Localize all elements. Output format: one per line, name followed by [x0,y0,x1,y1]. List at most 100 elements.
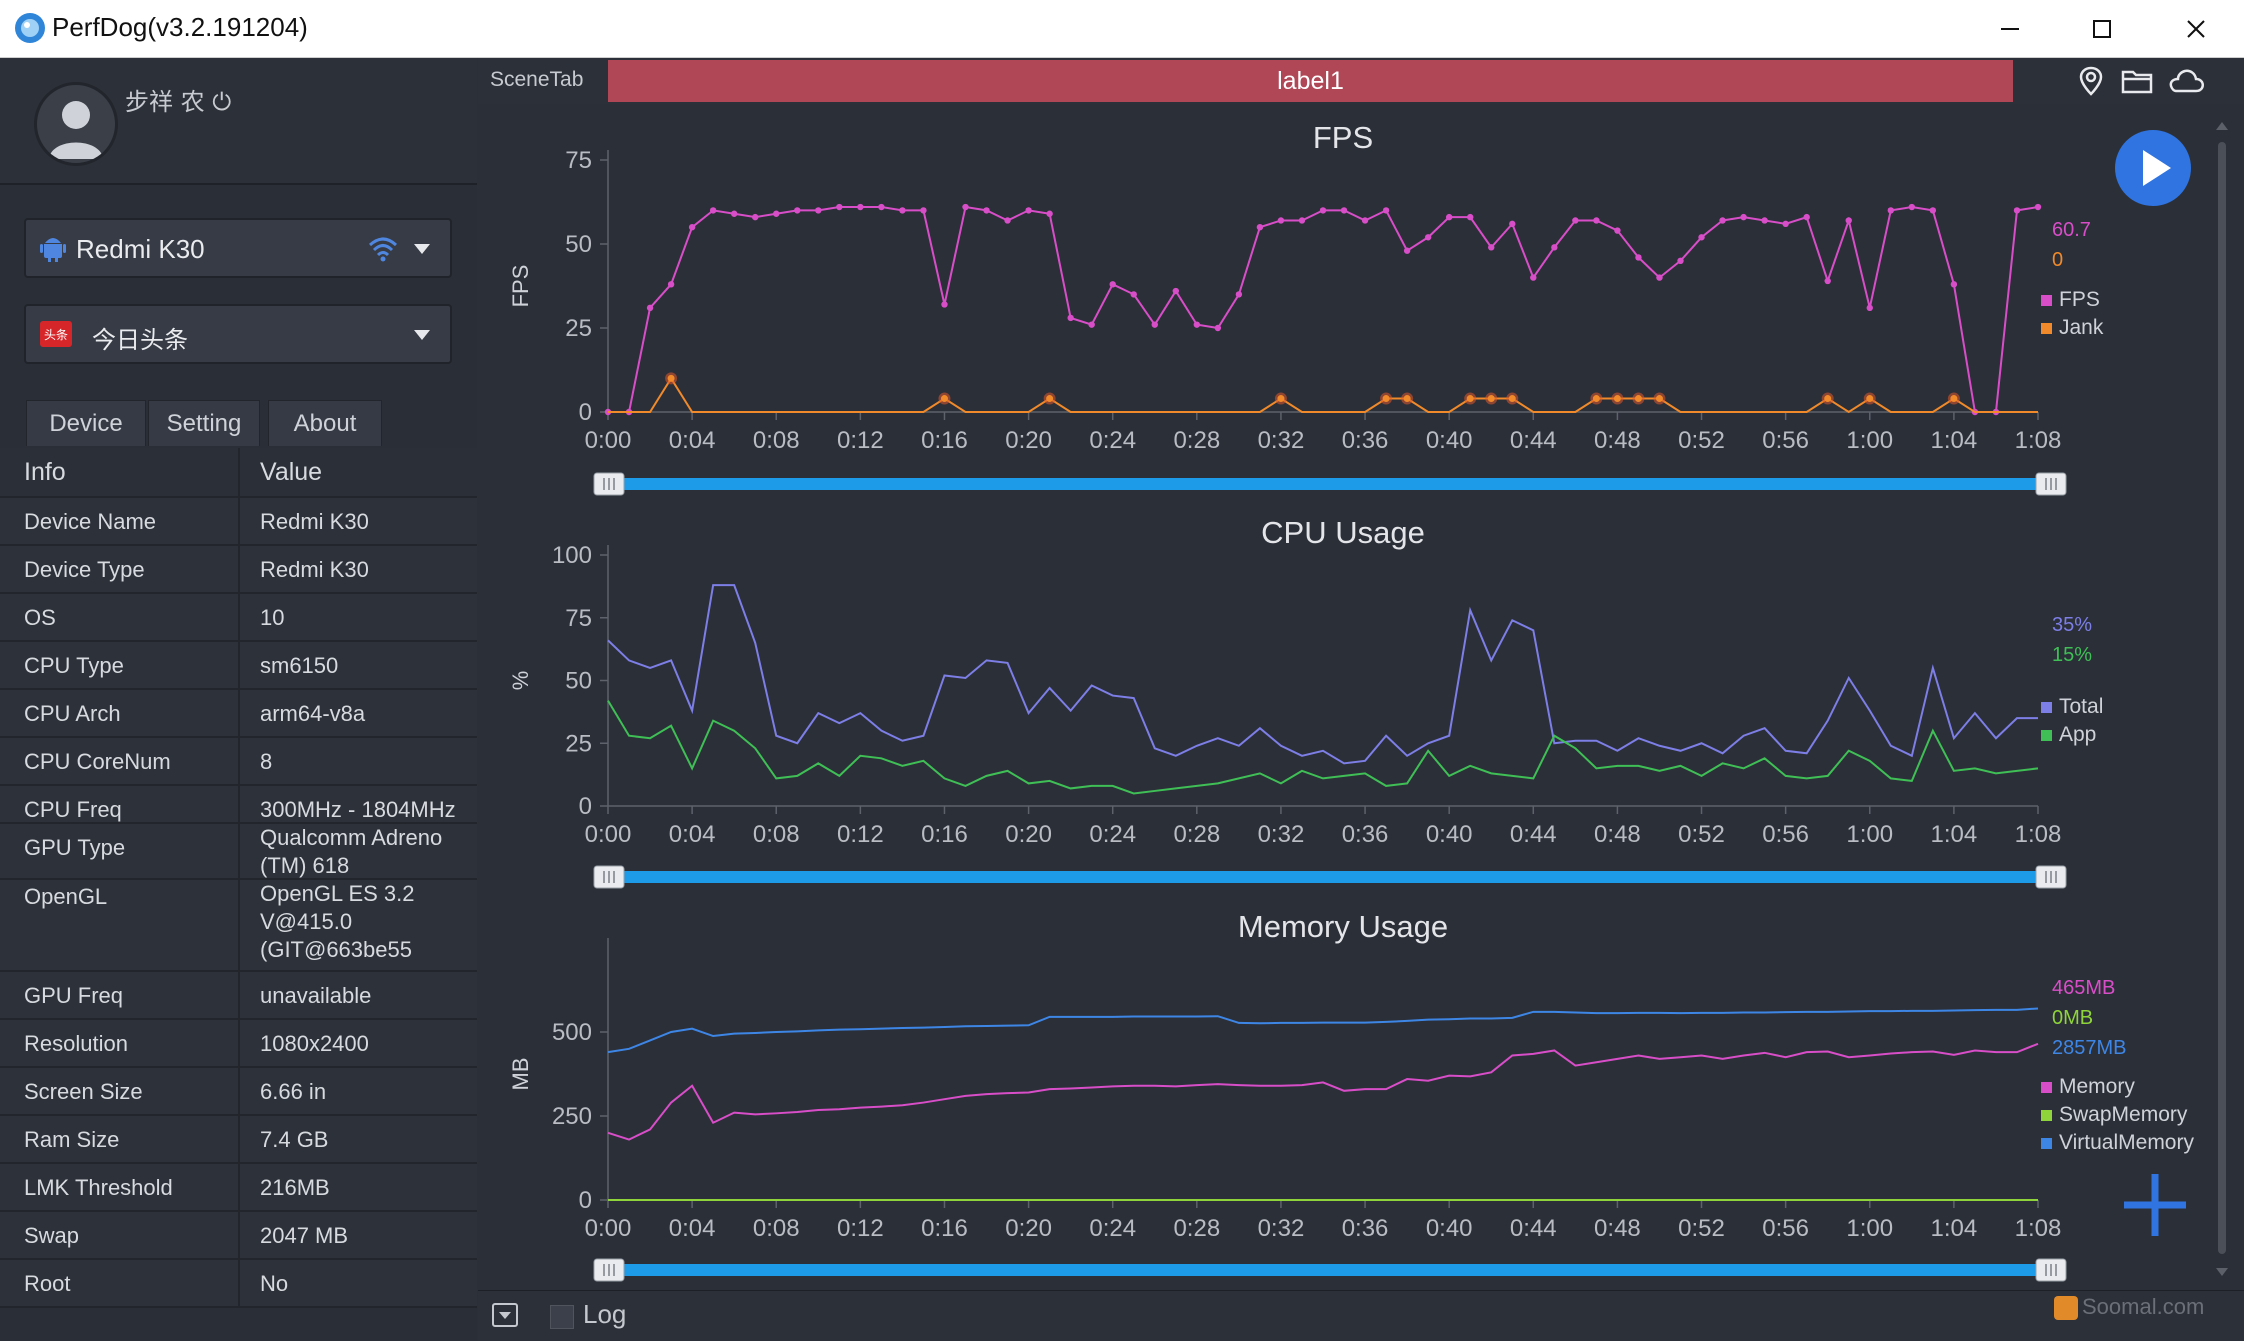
tab-setting[interactable]: Setting [148,400,260,446]
wifi-icon [368,237,398,262]
table-cell-value: arm64-v8a [260,701,366,726]
cloud-icon[interactable] [2166,66,2206,96]
chart-y-tick-label: 75 [565,147,592,174]
chart-x-tick-label: 0:28 [1173,1215,1220,1242]
table-cell-value: 8 [260,749,273,774]
data-point [1298,217,1306,224]
chart-x-tick-label: 0:04 [669,1215,716,1242]
minimize-button[interactable] [1962,0,2058,57]
app-select[interactable]: 头条 今日头条 [24,304,452,364]
jank-point [1277,395,1285,403]
close-button[interactable] [2148,0,2244,57]
table-cell-key: LMK Threshold [24,1175,173,1200]
table-cell-value: Redmi K30 [260,509,369,534]
tab-about[interactable]: About [268,400,382,446]
chart-y-axis-label: MB [508,1058,533,1091]
jank-point [1466,395,1474,403]
data-point [2034,203,2042,211]
log-panel-toggle[interactable] [492,1303,518,1327]
close-icon [2187,19,2205,38]
scene-bar: SceneTab label1 [478,58,2244,105]
data-point [1530,274,1537,281]
table-row: CPU CoreNum 8 [0,738,477,786]
series-line-memory [607,1042,2039,1141]
data-point [1424,234,1432,241]
left-panel: 步祥 农 ⏻ Redmi K30 头条 今日头条 Device Setting … [0,58,477,1340]
range-slider-track[interactable] [618,871,2043,883]
series-line-virtualmemory [607,1007,2039,1054]
data-point [1551,244,1558,251]
user-name[interactable]: 步祥 农 ⏻ [125,88,232,116]
chart-x-tick-label: 0:52 [1678,427,1725,454]
jank-point [667,374,675,382]
play-button[interactable] [2115,130,2191,206]
device-select-value: Redmi K30 [76,234,205,264]
chart-x-tick-label: 0:20 [1005,1215,1052,1242]
current-value: 465MB [2052,977,2115,999]
device-select[interactable]: Redmi K30 [24,218,452,278]
legend-label: SwapMemory [2059,1103,2188,1126]
chart-x-tick-label: 0:20 [1005,427,1052,454]
jank-point [1487,395,1495,403]
data-point [878,203,885,211]
table-cell-key: OpenGL [24,884,108,909]
vertical-scrollbar[interactable] [2213,120,2231,1280]
chart-x-tick-label: 0:24 [1089,1215,1136,1242]
data-point [1467,213,1474,221]
chart-x-tick-label: 0:16 [921,427,968,454]
charts-svg: FPS FPS 0 25 50 75 0:00 0:04 0:08 0:12 0:16 0:20 0:2… [508,120,2194,1282]
jank-point [940,395,948,403]
legend-label: Jank [2059,316,2104,339]
table-row: LMK Threshold 216MB [0,1164,477,1212]
data-point [1361,217,1369,224]
folder-icon[interactable] [2120,66,2154,96]
app-logo: 头条 [40,321,72,347]
jank-point [1592,395,1600,403]
table-cell-value: No [260,1271,289,1296]
maximize-button[interactable] [2054,0,2150,57]
chart-y-tick-label: 0 [579,399,592,426]
chart-x-tick-label: 0:48 [1594,427,1641,454]
range-slider-track[interactable] [618,478,2043,490]
chart-y-axis-label: % [508,671,533,691]
range-slider-track[interactable] [618,1264,2043,1276]
table-cell-key: Device Type [24,557,145,582]
table-cell-key: Resolution [24,1031,128,1056]
table-cell-value: 6.66 in [260,1079,327,1104]
watermark: Soomal.com [2082,1294,2205,1319]
jank-point [1403,395,1411,403]
data-point [752,213,759,221]
jank-point [1950,395,1958,403]
play-icon [2143,150,2171,186]
data-point [1340,207,1348,214]
data-point [1277,217,1285,224]
table-row: Device Type Redmi K30 [0,546,477,594]
table-row: Ram Size 7.4 GB [0,1116,477,1164]
chart-y-tick-label: 75 [565,605,592,632]
log-checkbox[interactable] [550,1305,574,1329]
tab-device[interactable]: Device [26,400,146,446]
table-row: GPU Freq unavailable [0,972,477,1020]
location-icon[interactable] [2074,66,2108,96]
data-point [1929,207,1937,214]
chart-x-tick-label: 0:36 [1342,1215,1389,1242]
scene-tab-label[interactable]: SceneTab [490,68,584,91]
series-line-app [607,700,2039,795]
plus-icon [2124,1174,2186,1236]
app-select-value: 今日头条 [92,326,188,354]
table-cell-key: GPU Type [24,835,126,860]
table-row: Resolution 1080x2400 [0,1020,477,1068]
legend-label: FPS [2059,288,2100,311]
data-point [962,203,969,211]
chart-x-tick-label: 1:04 [1931,427,1978,454]
android-icon [40,238,66,262]
data-point [1151,321,1158,328]
chart-x-tick-label: 0:56 [1762,821,1809,848]
add-button[interactable] [2120,1170,2190,1240]
chart-y-axis-label: FPS [508,265,533,308]
scene-label[interactable]: label1 [608,60,2013,102]
chart-x-tick-label: 0:16 [921,821,968,848]
avatar[interactable] [34,82,118,166]
chart-x-tick-label: 0:28 [1173,427,1220,454]
